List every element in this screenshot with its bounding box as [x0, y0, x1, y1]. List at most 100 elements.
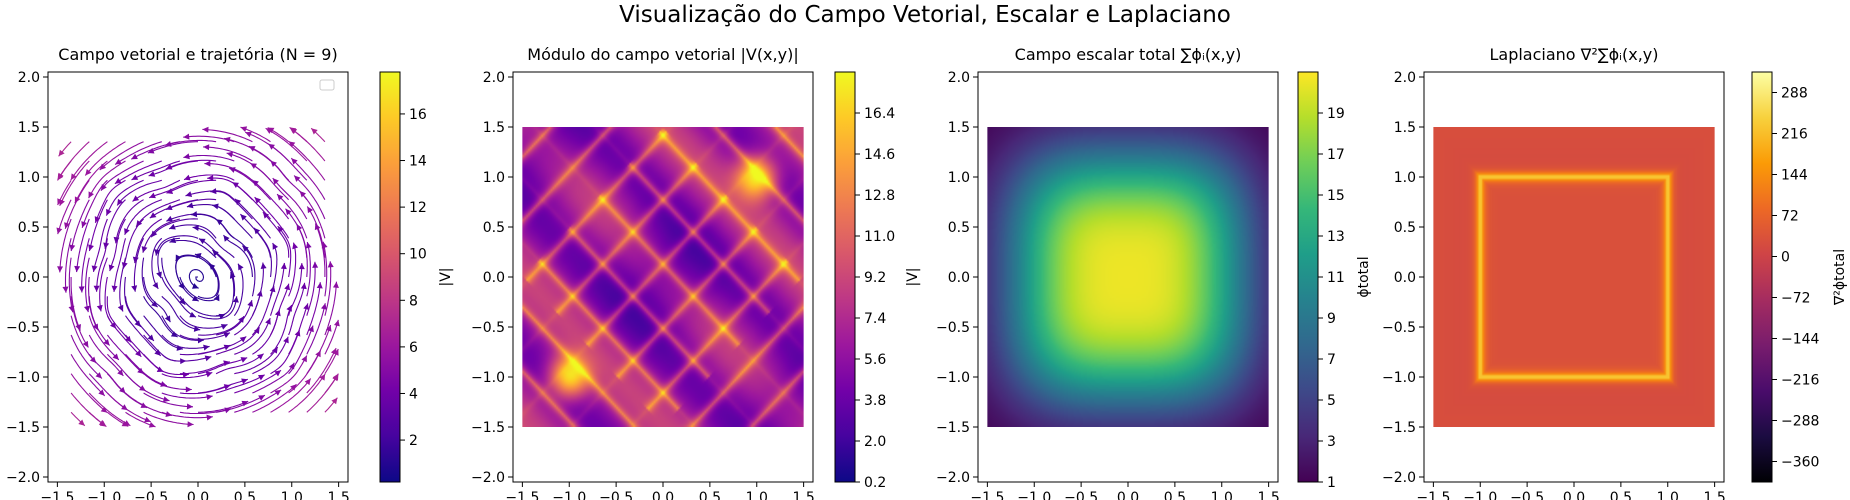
streamline: [322, 241, 328, 297]
x-tick-label: −1.5: [970, 490, 1004, 500]
streamline-arrow: [206, 414, 213, 421]
y-tick-label: 0.0: [483, 270, 505, 286]
streamline: [84, 141, 126, 176]
x-tick-label: −1.0: [87, 490, 121, 500]
streamline: [143, 276, 171, 323]
y-tick-label: 1.5: [948, 120, 970, 136]
streamline: [306, 261, 316, 316]
streamline: [113, 238, 127, 292]
streamline-arrow: [274, 370, 281, 377]
streamline-arrow: [241, 400, 249, 407]
streamline-arrow: [229, 167, 236, 173]
streamline-arrow: [78, 419, 85, 426]
x-tick-label: −0.5: [134, 490, 168, 500]
streamline: [57, 141, 90, 180]
colorbar-tick-label: 4: [409, 386, 418, 402]
streamline: [148, 179, 199, 199]
y-tick-label: −1.5: [471, 420, 505, 436]
streamline-arrow: [238, 316, 244, 323]
y-tick-label: −0.5: [6, 320, 40, 336]
streamline-arrow: [300, 282, 307, 290]
colorbar-tick-label: −216: [1781, 373, 1820, 389]
colorbar-tick-label: 14: [409, 154, 427, 170]
streamline: [183, 174, 235, 181]
streamline: [270, 355, 308, 394]
streamline: [251, 285, 275, 336]
streamline: [306, 347, 337, 394]
streamline-arrow: [164, 315, 171, 323]
streamline: [324, 319, 339, 355]
x-tick-label: 0.0: [1117, 490, 1139, 500]
streamline-arrow: [114, 177, 122, 184]
streamline-arrow: [223, 235, 230, 242]
streamline: [270, 283, 290, 336]
x-tick-label: 0.5: [1164, 490, 1186, 500]
streamline-arrow: [212, 250, 219, 257]
streamline-arrow: [191, 295, 199, 302]
streamline-arrow: [131, 174, 139, 180]
streamline-arrow: [165, 164, 173, 170]
streamline: [179, 361, 230, 375]
streamline-arrow: [109, 321, 117, 329]
streamline: [88, 199, 108, 252]
streamline: [100, 160, 144, 192]
y-tick-label: 1.5: [1394, 120, 1416, 136]
y-tick-label: −0.5: [1382, 320, 1416, 336]
y-tick-label: 1.5: [18, 120, 40, 136]
streamline: [234, 317, 271, 355]
y-tick-label: −1.5: [6, 420, 40, 436]
streamline-arrow: [111, 285, 118, 292]
streamline: [125, 373, 170, 402]
colorbar-tick-label: 16.4: [864, 106, 895, 122]
colorbar-tick-label: 6: [409, 340, 418, 356]
streamline-arrow: [93, 285, 100, 292]
colorbar-tick-label: 16: [409, 107, 427, 123]
streamline: [70, 334, 103, 379]
streamline-arrow: [285, 208, 292, 216]
figure-title: Visualização do Campo Vetorial, Escalar …: [619, 2, 1231, 28]
y-tick-label: 1.0: [948, 170, 970, 186]
streamline-arrow: [258, 395, 265, 401]
streamline: [324, 261, 332, 316]
streamline: [306, 282, 321, 336]
streamline-arrow: [238, 263, 244, 271]
streamline-arrow: [239, 336, 247, 343]
streamline-arrow: [212, 203, 219, 210]
panel-4: Laplaciano ∇²∑ϕᵢ(x,y) −1.5 −1.0 −0.5 0.0 0.5 1…: [1382, 45, 1848, 500]
streamline-arrow: [151, 300, 158, 308]
streamline-arrow: [152, 282, 159, 289]
colorbar-tick-label: 11: [1327, 270, 1345, 286]
streamline-arrow: [257, 353, 264, 360]
colorbar-tick-label: 3.8: [864, 393, 886, 409]
streamline-arrow: [232, 182, 239, 188]
colorbar-tick-label: 17: [1327, 147, 1345, 163]
streamline-arrow: [234, 198, 242, 206]
streamline-arrow: [320, 303, 327, 310]
streamline: [161, 371, 213, 379]
colorbar-tick-label: 216: [1781, 127, 1808, 143]
streamline-arrow: [96, 304, 103, 312]
streamline-arrow: [131, 153, 138, 160]
streamline-arrow: [103, 339, 110, 346]
streamline: [125, 315, 162, 357]
streamline: [306, 374, 339, 413]
streamline-arrow: [113, 236, 120, 244]
streamline-arrow: [241, 378, 248, 385]
y-tick-label: −1.0: [6, 370, 40, 386]
streamline: [175, 255, 199, 290]
streamline-arrow: [245, 131, 252, 138]
streamline-arrow: [88, 244, 94, 251]
streamline-arrow: [292, 242, 299, 250]
streamline-arrow: [135, 350, 142, 357]
colorbar-tick-label: 5.6: [864, 352, 886, 368]
streamline-arrow: [148, 171, 156, 177]
streamline: [198, 400, 249, 413]
streamline-arrow: [319, 374, 326, 381]
streamline: [143, 392, 194, 408]
colorbar-tick-label: 13: [1327, 229, 1345, 245]
streamline-arrow: [56, 227, 63, 235]
streamline: [212, 204, 253, 239]
x-tick-label: 1.0: [746, 490, 768, 500]
streamline: [277, 225, 292, 278]
